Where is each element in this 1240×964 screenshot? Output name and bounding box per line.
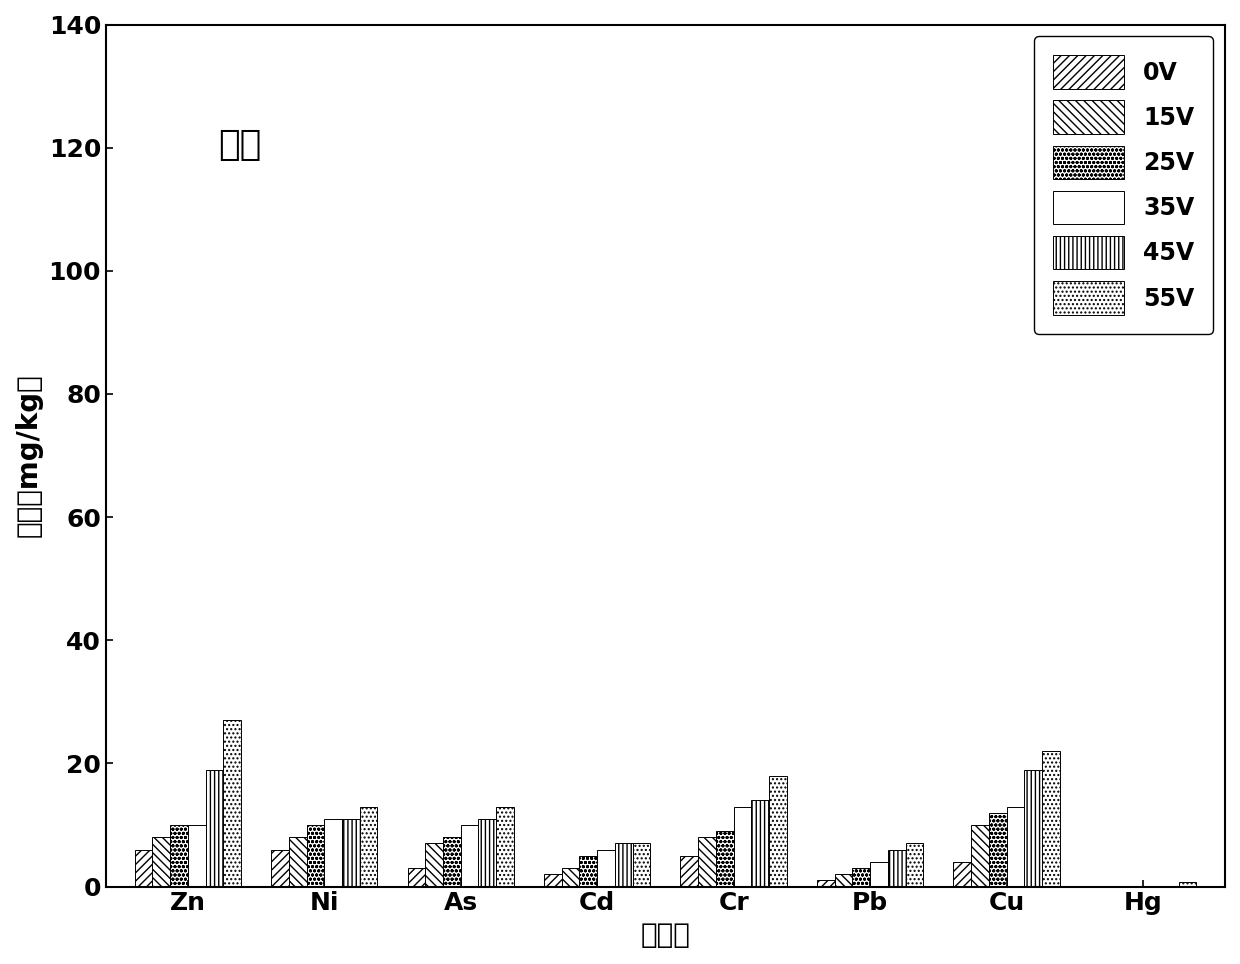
Bar	[562, 869, 579, 887]
Bar	[681, 856, 698, 887]
Bar	[187, 825, 206, 887]
Bar	[1007, 807, 1024, 887]
Bar	[870, 862, 888, 887]
Bar	[835, 874, 852, 887]
Bar	[769, 776, 787, 887]
Bar	[153, 838, 170, 887]
Bar	[544, 874, 562, 887]
Bar	[360, 807, 377, 887]
Bar	[954, 862, 971, 887]
Bar	[888, 849, 905, 887]
Bar	[734, 807, 751, 887]
Bar	[325, 818, 342, 887]
Bar	[496, 807, 513, 887]
Bar	[170, 825, 187, 887]
Text: 阴极: 阴极	[218, 128, 262, 162]
Bar	[135, 849, 153, 887]
Bar	[1042, 751, 1060, 887]
Bar	[408, 869, 425, 887]
Bar	[598, 849, 615, 887]
Bar	[206, 769, 223, 887]
Bar	[223, 720, 241, 887]
Bar	[632, 844, 651, 887]
Bar	[990, 813, 1007, 887]
Bar	[479, 818, 496, 887]
Bar	[579, 856, 598, 887]
X-axis label: 重金属: 重金属	[641, 921, 691, 949]
Bar	[715, 831, 734, 887]
Bar	[306, 825, 325, 887]
Bar	[751, 800, 769, 887]
Bar	[852, 869, 870, 887]
Bar	[698, 838, 715, 887]
Bar	[272, 849, 289, 887]
Bar	[1178, 882, 1197, 887]
Bar	[461, 825, 479, 887]
Bar	[971, 825, 990, 887]
Bar	[905, 844, 924, 887]
Bar	[425, 844, 443, 887]
Bar	[1024, 769, 1042, 887]
Y-axis label: 浓度（mg/kg）: 浓度（mg/kg）	[15, 374, 43, 537]
Bar	[289, 838, 306, 887]
Bar	[342, 818, 360, 887]
Bar	[615, 844, 632, 887]
Bar	[817, 880, 835, 887]
Bar	[443, 838, 461, 887]
Legend: 0V, 15V, 25V, 35V, 45V, 55V: 0V, 15V, 25V, 35V, 45V, 55V	[1034, 37, 1213, 334]
